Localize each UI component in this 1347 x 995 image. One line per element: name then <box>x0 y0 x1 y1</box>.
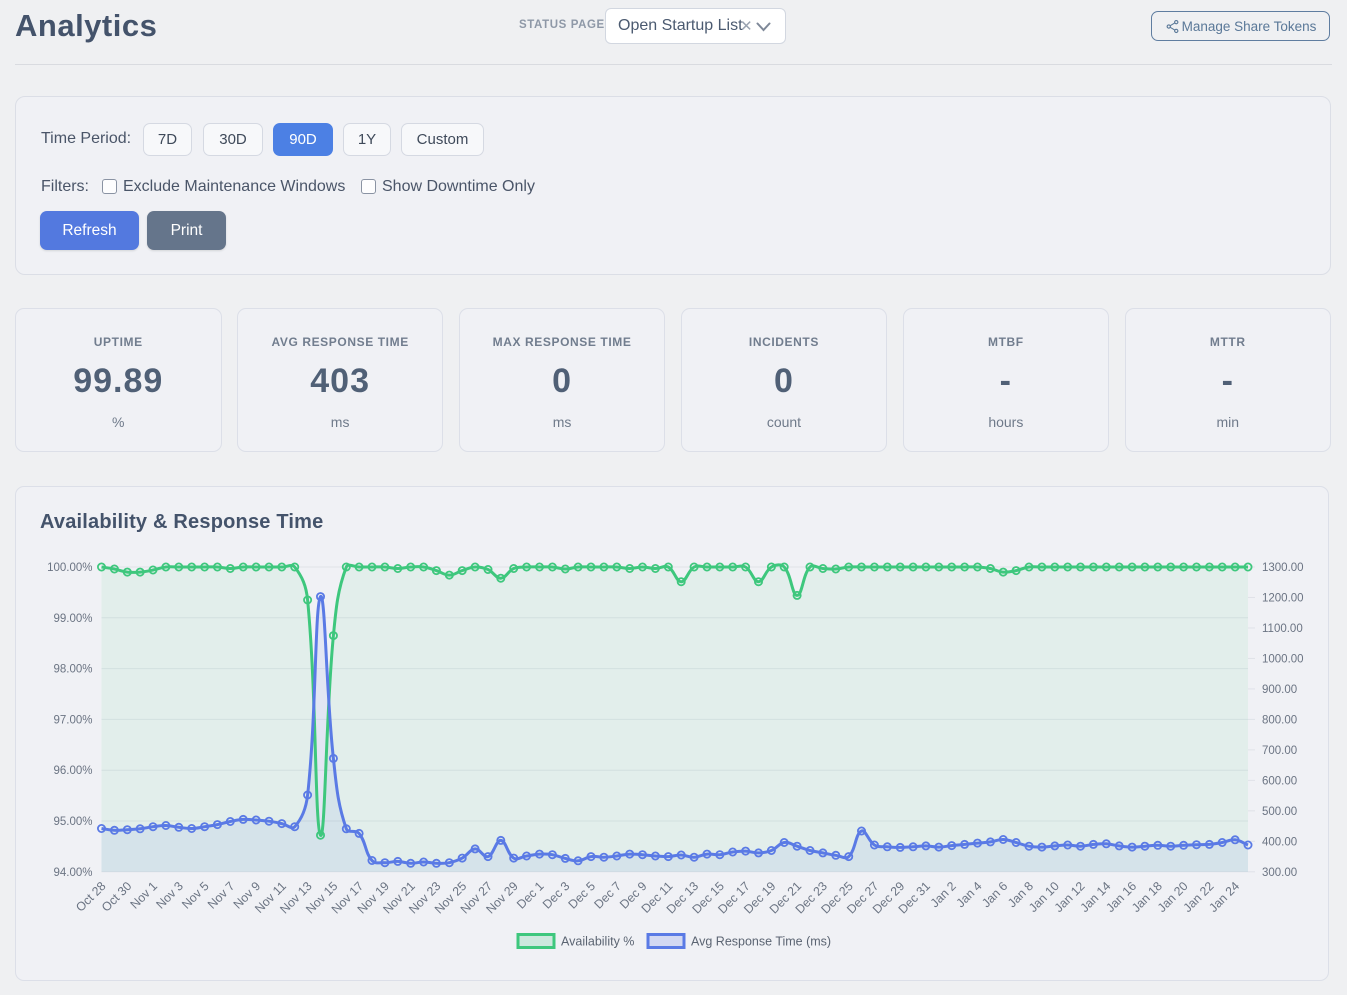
svg-text:94.00%: 94.00% <box>53 867 92 879</box>
svg-text:Jan 6: Jan 6 <box>979 879 1010 910</box>
svg-text:700.00: 700.00 <box>1262 745 1297 757</box>
svg-text:Jan 2: Jan 2 <box>928 879 959 910</box>
svg-text:Nov 1: Nov 1 <box>128 879 161 912</box>
svg-text:400.00: 400.00 <box>1262 836 1297 848</box>
svg-text:Nov 7: Nov 7 <box>205 879 238 912</box>
svg-text:98.00%: 98.00% <box>53 664 92 676</box>
svg-text:1000.00: 1000.00 <box>1262 653 1304 665</box>
svg-text:Dec 3: Dec 3 <box>540 879 573 912</box>
svg-text:Jan 4: Jan 4 <box>953 879 984 910</box>
svg-text:1300.00: 1300.00 <box>1262 562 1304 574</box>
svg-text:1200.00: 1200.00 <box>1262 593 1304 605</box>
svg-text:1100.00: 1100.00 <box>1262 623 1303 635</box>
svg-text:800.00: 800.00 <box>1262 714 1297 726</box>
svg-text:100.00%: 100.00% <box>47 562 92 574</box>
svg-text:600.00: 600.00 <box>1262 775 1297 787</box>
svg-text:96.00%: 96.00% <box>53 765 92 777</box>
svg-text:Dec 1: Dec 1 <box>514 879 547 912</box>
svg-text:Dec 7: Dec 7 <box>591 879 624 912</box>
svg-text:500.00: 500.00 <box>1262 806 1297 818</box>
svg-text:95.00%: 95.00% <box>53 816 92 828</box>
svg-text:Availability %: Availability % <box>561 935 634 949</box>
svg-text:Nov 5: Nov 5 <box>179 879 212 912</box>
svg-text:Nov 3: Nov 3 <box>153 879 186 912</box>
svg-text:900.00: 900.00 <box>1262 684 1297 696</box>
svg-text:Dec 5: Dec 5 <box>566 879 599 912</box>
svg-text:99.00%: 99.00% <box>53 613 92 625</box>
svg-text:Oct 30: Oct 30 <box>99 879 135 915</box>
svg-text:300.00: 300.00 <box>1262 867 1297 879</box>
svg-text:Avg Response Time (ms): Avg Response Time (ms) <box>691 935 831 949</box>
svg-text:97.00%: 97.00% <box>53 714 92 726</box>
